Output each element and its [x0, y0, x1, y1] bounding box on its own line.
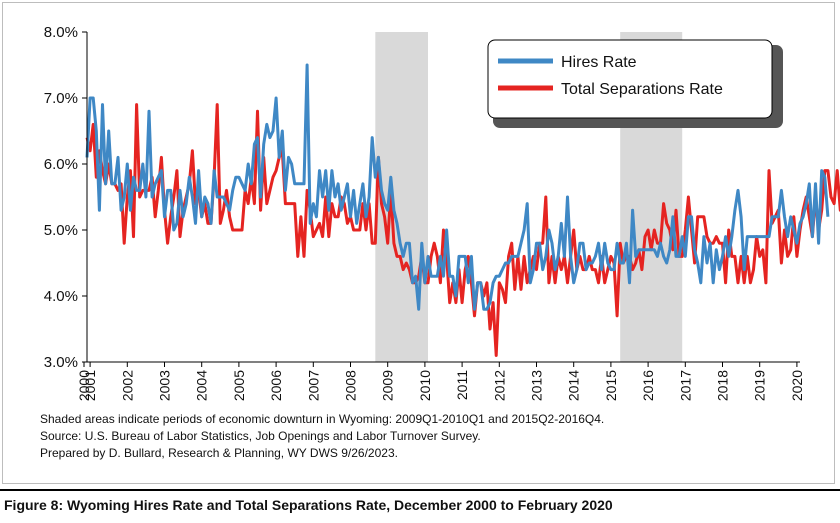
legend-label-separations: Total Separations Rate — [561, 81, 723, 98]
y-tick-label: 5.0% — [44, 222, 78, 239]
legend-box — [487, 39, 773, 119]
y-tick-label: 7.0% — [44, 90, 78, 107]
series-line-hires-rate — [85, 63, 830, 311]
note-source: Source: U.S. Bureau of Labor Statistics,… — [40, 429, 481, 443]
y-tick-label: 8.0% — [44, 24, 78, 41]
x-tick-label: 2020 — [789, 370, 805, 401]
x-tick-label: 2017 — [677, 370, 693, 401]
series-layer — [85, 63, 840, 357]
y-tick-label: 4.0% — [44, 288, 78, 305]
note-shading: Shaded areas indicate periods of economi… — [40, 412, 605, 426]
x-tick-label: 2001 — [82, 370, 98, 401]
x-tick-label: 2006 — [268, 370, 284, 401]
x-tick-label: 2012 — [491, 370, 507, 401]
legend-label-hires: Hires Rate — [561, 54, 637, 71]
x-tick-label: 2009 — [380, 370, 396, 401]
series-line-total-separations-rate — [85, 103, 840, 357]
y-tick-label: 3.0% — [44, 354, 78, 371]
note-prepared-by: Prepared by D. Bullard, Research & Plann… — [40, 446, 398, 460]
chart-notes: Shaded areas indicate periods of economi… — [40, 411, 604, 462]
x-tick-label: 2007 — [305, 370, 321, 401]
x-tick-label: 2010 — [417, 370, 433, 401]
x-tick-label: 2013 — [529, 370, 545, 401]
x-tick-label: 2008 — [342, 370, 358, 401]
figure-caption-text: Figure 8: Wyoming Hires Rate and Total S… — [4, 497, 613, 513]
legend: Hires Rate Total Separations Rate — [487, 39, 783, 128]
x-tick-label: 2003 — [156, 370, 172, 401]
x-tick-label: 2014 — [566, 370, 582, 401]
x-tick-label: 2002 — [119, 370, 135, 401]
x-tick-label: 2019 — [752, 370, 768, 401]
x-tick-label: 2015 — [603, 370, 619, 401]
x-tick-label: 2004 — [194, 370, 210, 401]
x-tick-label: 2016 — [640, 370, 656, 401]
figure-caption: Figure 8: Wyoming Hires Rate and Total S… — [0, 489, 840, 523]
y-tick-label: 6.0% — [44, 156, 78, 173]
x-tick-label: 2005 — [231, 370, 247, 401]
x-tick-label: 2000 — [76, 370, 92, 401]
x-tick-label: 2011 — [454, 370, 470, 400]
x-tick-label: 2018 — [715, 370, 731, 401]
